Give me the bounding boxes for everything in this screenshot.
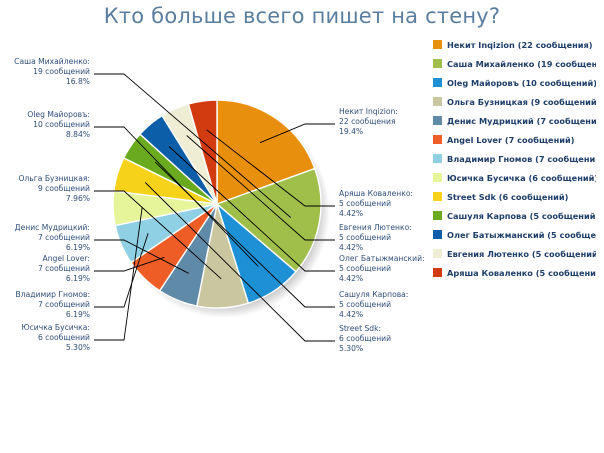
pie-slice <box>187 99 218 205</box>
leader-line <box>94 239 189 274</box>
legend-swatch <box>433 249 442 258</box>
legend-swatch <box>433 211 442 220</box>
legend-swatch <box>433 268 442 277</box>
leader-line <box>206 129 335 207</box>
legend-label: Саша Михайленко (19 сообщений) <box>447 59 604 69</box>
legend-swatch <box>433 192 442 201</box>
leader-lines <box>94 73 335 342</box>
slice-callout: Street Sdk: 6 сообщений 5.30% <box>339 324 391 353</box>
legend-swatch <box>433 154 442 163</box>
legend-label: Владимир Гномов (7 сообщений) <box>447 154 604 164</box>
legend-swatch <box>433 116 442 125</box>
legend-label: Street Sdk (6 сообщений) <box>447 192 569 202</box>
legend-label: Сашуля Карпова (5 сообщений) <box>447 211 599 221</box>
legend-label: Ольга Бузницкая (9 сообщений) <box>447 97 601 107</box>
leader-line <box>144 182 335 342</box>
slice-callout: Oleg Майоровъ: 10 сообщений 8.84% <box>27 110 90 139</box>
callout-labels: Некит Inqizion: 22 сообщения 19.4% Саша Мих… <box>14 57 424 353</box>
legend-swatch <box>433 59 442 68</box>
slice-callout: Ольга Бузницкая: 9 сообщений 7.96% <box>18 174 90 203</box>
leader-line <box>186 135 335 241</box>
leader-line <box>154 161 335 308</box>
legend-swatch <box>433 135 442 144</box>
legend-swatch <box>433 40 442 49</box>
slice-callout: Саша Михайленко: 19 сообщений 16.8% <box>14 57 90 86</box>
edge-strip <box>596 0 604 453</box>
slice-callout: Некит Inqizion: 22 сообщения 19.4% <box>339 107 398 136</box>
slice-callout: Аряша Коваленко: 5 сообщений 4.42% <box>339 189 413 218</box>
legend-label: Денис Мудрицкий (7 сообщений) <box>447 116 604 126</box>
pie-slice <box>216 99 316 205</box>
slice-callout: Евгения Лютенко: 5 сообщений 4.42% <box>339 223 412 252</box>
leader-line <box>94 73 291 218</box>
slice-callout: Angel Lover: 7 сообщений 6.19% <box>38 254 90 283</box>
legend-label: Евгения Лютенко (5 сообщений) <box>447 249 602 259</box>
leader-line <box>259 123 335 144</box>
slice-callout: Владимир Гномов: 7 сообщений 6.19% <box>16 290 91 319</box>
pie-slices <box>112 99 322 309</box>
chart-title: Кто больше всего пишет на стену? <box>103 4 501 28</box>
legend-swatch <box>433 230 442 239</box>
leader-line <box>94 207 143 341</box>
legend-label: Некит Inqizion (22 сообщения) <box>447 40 593 50</box>
legend-label: Олег Батыжманский (5 сообщений) <box>447 230 604 240</box>
leader-line <box>168 146 335 272</box>
legend-swatch <box>433 97 442 106</box>
slice-callout: Сашуля Карпова: 5 сообщений 4.42% <box>339 290 408 319</box>
legend-label: Юсичка Бусичка (6 сообщений) <box>447 173 598 183</box>
legend-swatch <box>433 78 442 87</box>
leader-line <box>94 256 165 272</box>
leader-line <box>94 126 259 267</box>
legend-label: Аряша Коваленко (5 сообщений) <box>447 268 604 278</box>
slice-callout: Олег Батыжманский: 5 сообщений 4.42% <box>339 254 425 283</box>
leader-line <box>94 190 222 280</box>
leader-line <box>94 233 149 308</box>
slice-callout: Юсичка Бусичка: 6 сообщений 5.30% <box>21 323 90 352</box>
legend: Некит Inqizion (22 сообщения) Саша Михайл… <box>433 40 604 278</box>
slice-callout: Денис Мудрицкий: 7 сообщений 6.19% <box>15 223 90 252</box>
legend-label: Angel Lover (7 сообщений) <box>447 135 575 145</box>
legend-swatch <box>433 173 442 182</box>
legend-label: Oleg Майоровъ (10 сообщений) <box>447 78 597 88</box>
